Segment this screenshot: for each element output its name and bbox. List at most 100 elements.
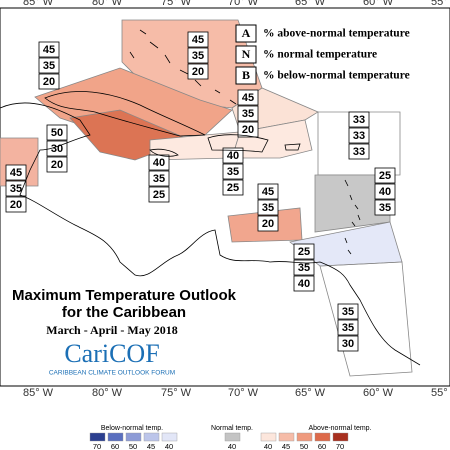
colorbar-tick: 40 xyxy=(264,442,272,450)
legend-text: % above-normal temperature xyxy=(263,28,410,40)
region-value: 33 xyxy=(353,114,365,126)
longitude-labels-top: 85° W 80° W 75° W 70° W 65° W 60° W 55° W xyxy=(23,0,450,8)
region-value: 25 xyxy=(379,170,391,182)
region-value-box xyxy=(46,124,68,141)
region-value-box xyxy=(237,121,259,138)
region-value: 25 xyxy=(298,246,310,258)
region-value-box xyxy=(38,73,60,90)
region-area xyxy=(317,111,401,176)
region-value-box xyxy=(374,199,396,216)
region-value: 45 xyxy=(192,34,204,46)
colorbar-tick: 60 xyxy=(318,442,326,450)
region-value-box xyxy=(187,63,209,80)
longitude-label: 70° W xyxy=(228,387,259,399)
region-value: 20 xyxy=(262,218,274,230)
region-value: 35 xyxy=(153,173,165,185)
colorbar-swatch xyxy=(296,432,313,442)
region-value-box xyxy=(237,105,259,122)
region-value-box xyxy=(222,179,244,196)
region-value-box xyxy=(257,183,279,200)
region-value-box xyxy=(5,196,27,213)
longitude-label: 85° W xyxy=(23,0,54,8)
region-value: 45 xyxy=(262,186,274,198)
colorbar-tick: 40 xyxy=(228,442,236,450)
colorbar-tick: 45 xyxy=(147,442,155,450)
region-value: 20 xyxy=(242,124,254,136)
colorbar-swatch xyxy=(89,432,106,442)
region-value: 40 xyxy=(227,150,239,162)
region-value: 35 xyxy=(227,166,239,178)
region-value: 35 xyxy=(43,60,55,72)
region-value-box xyxy=(348,111,370,128)
region-value-box xyxy=(293,243,315,260)
region-value: 35 xyxy=(10,183,22,195)
colorbar-swatch xyxy=(161,432,178,442)
region-value-box xyxy=(374,167,396,184)
region-value: 35 xyxy=(192,50,204,62)
legend-text: % below-normal temperature xyxy=(263,70,410,82)
region-value-box xyxy=(337,319,359,336)
legend-key: N xyxy=(242,47,251,61)
title: Maximum Temperature Outlook xyxy=(12,287,237,304)
longitude-label: 55° W xyxy=(431,387,450,399)
longitude-labels-bottom: 85° W 80° W 75° W 70° W 65° W 60° W 55° W xyxy=(23,387,450,399)
longitude-label: 65° W xyxy=(295,387,326,399)
colorbar-label: Normal temp. xyxy=(211,425,253,432)
region-value: 45 xyxy=(43,44,55,56)
colorbar-swatch xyxy=(278,432,295,442)
legend-key: A xyxy=(242,26,251,40)
region-value-box xyxy=(237,89,259,106)
longitude-label: 75° W xyxy=(161,387,192,399)
region-value: 35 xyxy=(262,202,274,214)
region-value: 40 xyxy=(298,278,310,290)
region-value: 33 xyxy=(353,130,365,142)
legend-key-box xyxy=(235,45,257,64)
colorbar-swatch xyxy=(125,432,142,442)
region-value: 50 xyxy=(51,127,63,139)
region-value-box xyxy=(222,147,244,164)
colorbar-tick: 40 xyxy=(165,442,173,450)
coastline xyxy=(0,102,421,366)
region-value-box xyxy=(46,156,68,173)
region-value: 20 xyxy=(51,159,63,171)
coastline xyxy=(44,91,206,137)
region-value-box xyxy=(5,164,27,181)
colorbar: Below-normal temp. 70 60 50 45 40 Normal temp.… xyxy=(89,425,372,450)
legend: A % above-normal temperature N % normal tem… xyxy=(235,24,410,85)
coastline xyxy=(284,143,301,151)
logo-name: CariCOF xyxy=(64,339,159,368)
colorbar-tick: 60 xyxy=(111,442,119,450)
region-value-box xyxy=(148,170,170,187)
region-value: 35 xyxy=(342,322,354,334)
region-value-box xyxy=(374,183,396,200)
region-value-box xyxy=(257,199,279,216)
season: March - April - May 2018 xyxy=(46,323,177,337)
region-value-box xyxy=(293,275,315,292)
region-value: 40 xyxy=(379,186,391,198)
region-value-box xyxy=(187,47,209,64)
longitude-label: 80° W xyxy=(92,387,123,399)
colorbar-swatch xyxy=(314,432,331,442)
longitude-label: 60° W xyxy=(363,0,394,8)
colorbar-tick: 70 xyxy=(336,442,344,450)
coastlines xyxy=(0,29,421,366)
region-value-box xyxy=(337,335,359,352)
region-value: 45 xyxy=(10,167,22,179)
region-value-box xyxy=(38,41,60,58)
colorbar-swatch xyxy=(107,432,124,442)
colorbar-tick: 70 xyxy=(93,442,101,450)
longitude-label: 85° W xyxy=(23,387,54,399)
region-value-box xyxy=(148,186,170,203)
region-value: 30 xyxy=(342,338,354,350)
region-value: 35 xyxy=(242,108,254,120)
region-value-box xyxy=(38,57,60,74)
region-value-box xyxy=(348,143,370,160)
region-value: 35 xyxy=(342,306,354,318)
colorbar-label: Above-normal temp. xyxy=(308,425,371,432)
region-value: 33 xyxy=(353,146,365,158)
legend-key: B xyxy=(242,68,250,82)
region-value-box xyxy=(222,163,244,180)
region-value-box xyxy=(348,127,370,144)
